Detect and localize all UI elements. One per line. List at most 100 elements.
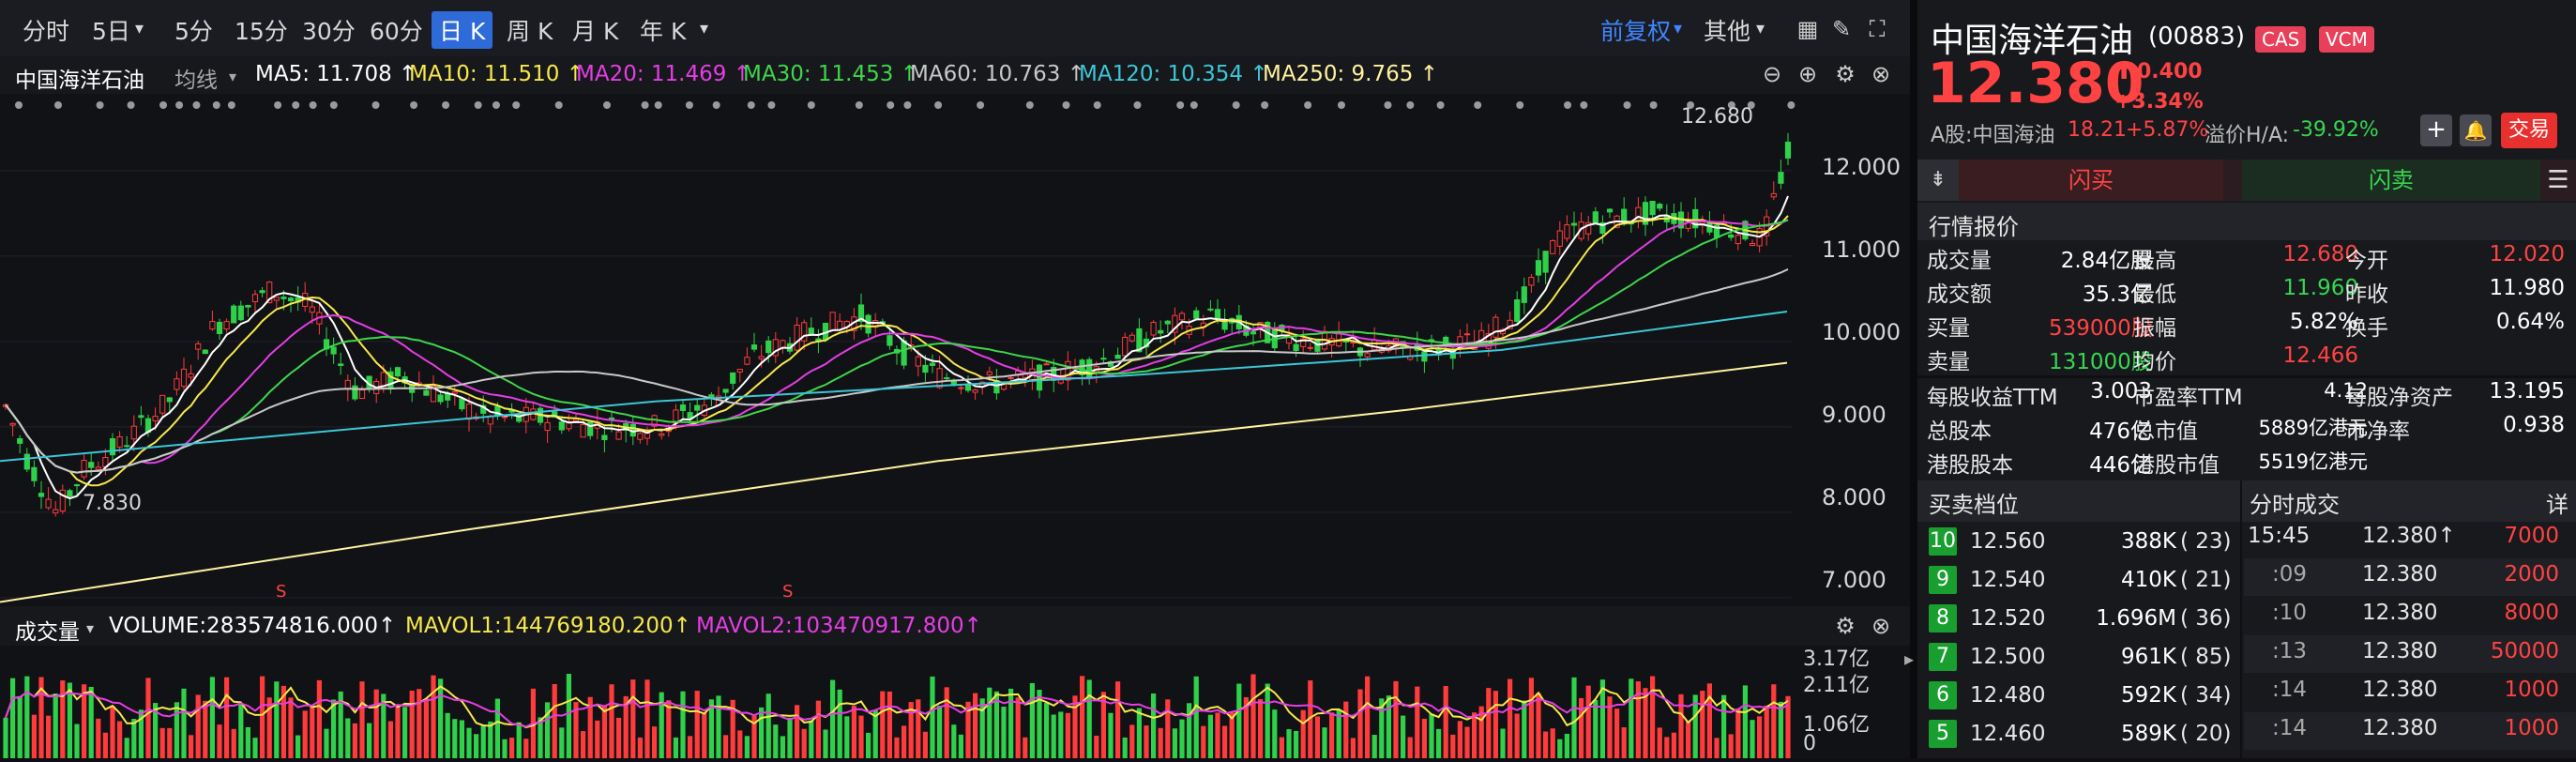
candle-body [180, 368, 188, 388]
event-dot [807, 101, 815, 109]
candle-body [1178, 312, 1186, 321]
level-volume: 961K [2121, 645, 2176, 669]
gear-icon[interactable]: ⚙ [1835, 61, 1856, 87]
trade-button[interactable]: 交易 [2501, 113, 2557, 148]
volume-bar [295, 735, 301, 758]
volume-chart[interactable] [0, 646, 1910, 758]
chevron-down-icon[interactable]: ▾ [1756, 19, 1765, 38]
volume-bar [260, 676, 265, 758]
candle-body [259, 290, 265, 294]
grid-layout-icon[interactable]: ▦ [1796, 16, 1819, 42]
tab-30min[interactable]: 30分 [302, 18, 356, 45]
collapse-arrow-icon[interactable]: ▸ [1904, 648, 1915, 670]
splitter[interactable] [1910, 0, 1917, 758]
pen-icon[interactable]: ✎ [1831, 16, 1852, 42]
a-share-name[interactable]: A股:中国海油 [1931, 124, 2055, 147]
candle-body [1528, 277, 1535, 286]
chevron-down-icon[interactable]: ▾ [86, 619, 95, 637]
event-dot [309, 101, 317, 109]
close-icon[interactable]: ⊗ [1871, 61, 1891, 87]
candle-body [67, 490, 73, 497]
chevron-down-icon[interactable]: ▾ [700, 19, 709, 38]
close-icon[interactable]: ⊗ [1871, 613, 1891, 639]
indicator-type-dropdown[interactable]: 均线 [174, 69, 218, 93]
event-dot [96, 101, 104, 109]
event-dot [1232, 101, 1240, 109]
quote-panel: 中国海洋石油 (00883) CAS VCM 12.380 ⬆ 0.400 +3… [1917, 0, 2576, 758]
chevron-down-icon[interactable]: ▾ [229, 68, 237, 85]
level-price[interactable]: 12.540 [1970, 568, 2046, 592]
level-price[interactable]: 12.500 [1970, 645, 2046, 669]
tab-monthly-k[interactable]: 月 K [572, 18, 619, 45]
level-price[interactable]: 12.480 [1970, 683, 2046, 708]
volume-bar [566, 674, 571, 758]
volume-bar [1350, 738, 1356, 758]
volume-bar [1436, 728, 1442, 758]
tab-15min[interactable]: 15分 [235, 18, 288, 45]
volume-bar [993, 691, 999, 758]
tab-weekly-k[interactable]: 周 K [507, 18, 553, 45]
level-volume: 589K [2121, 722, 2176, 746]
y-tick-label: 8.000 [1822, 484, 1887, 511]
divider [1917, 375, 2576, 378]
candle-body [352, 385, 358, 400]
collapse-icon[interactable]: ⇟ [1917, 160, 1959, 201]
volume-bar [1657, 727, 1662, 758]
volume-bar [1357, 689, 1363, 758]
level-price[interactable]: 12.460 [1970, 722, 2046, 746]
candle-body [1214, 309, 1221, 319]
volume-bar [616, 717, 622, 758]
candle-body [929, 362, 936, 366]
orderbook-title: 买卖档位 [1929, 492, 2019, 518]
volume-bar [338, 691, 343, 758]
plus-circle-icon[interactable]: ⊕ [1797, 61, 1818, 87]
tab-5day[interactable]: 5日 [92, 18, 130, 45]
detail-link[interactable]: 详 [2546, 492, 2568, 518]
tab-intraday[interactable]: 分时 [23, 18, 70, 45]
y-tick-label: 12.000 [1822, 154, 1901, 180]
flash-sell-button[interactable]: 闪卖 [2242, 160, 2540, 201]
level-price[interactable]: 12.520 [1970, 606, 2046, 631]
kline-chart[interactable] [0, 94, 1910, 606]
ma250-label: MA250: 9.765 ↑ [1263, 62, 1438, 86]
volume-bar [1122, 737, 1128, 758]
level-count: ( 36) [2180, 606, 2232, 631]
minus-circle-icon[interactable]: ⊖ [1762, 61, 1782, 87]
tab-yearly-k[interactable]: 年 K [640, 18, 687, 45]
chevron-down-icon[interactable]: ▾ [1674, 19, 1683, 38]
volume-bar [1735, 709, 1741, 758]
volume-title[interactable]: 成交量 [15, 620, 80, 645]
add-watchlist-icon[interactable]: + [2420, 114, 2452, 146]
candle-body [1036, 364, 1043, 391]
volume-bar [795, 705, 800, 758]
tab-5min[interactable]: 5分 [174, 18, 213, 45]
volume-bar [266, 697, 272, 758]
chevron-down-icon[interactable]: ▾ [135, 19, 144, 38]
bell-icon[interactable]: 🔔 [2460, 114, 2492, 146]
market-label: 均价 [2133, 350, 2176, 374]
candle-body [251, 294, 259, 303]
level-price[interactable]: 12.560 [1970, 529, 2046, 554]
volume-svg[interactable] [0, 646, 1910, 758]
event-dot [53, 101, 62, 109]
menu-icon[interactable]: ☰ [2547, 166, 2569, 194]
candle-body [237, 305, 244, 321]
volume-bar [1229, 712, 1235, 758]
market-value: 2.84亿股 [2060, 249, 2152, 273]
other-dropdown[interactable]: 其他 [1704, 18, 1751, 45]
high-price-label: 12.680 [1681, 105, 1753, 129]
flash-buy-button[interactable]: 闪买 [1959, 160, 2223, 201]
adjust-dropdown[interactable]: 前复权 [1600, 18, 1672, 45]
kline-svg[interactable] [0, 94, 1910, 606]
tab-60min[interactable]: 60分 [370, 18, 423, 45]
candle-body [1570, 222, 1578, 226]
gear-icon[interactable]: ⚙ [1835, 613, 1856, 639]
market-value: 11.980 [2489, 276, 2565, 300]
event-dot [641, 101, 649, 109]
fullscreen-icon[interactable]: ⛶ [1869, 16, 1886, 42]
tab-daily-k[interactable]: 日 K [432, 11, 493, 49]
volume-bar [1714, 738, 1720, 758]
volume-bar [352, 723, 357, 758]
volume-bar [1493, 691, 1498, 758]
market-label: 市盈率TTM [2133, 386, 2243, 410]
